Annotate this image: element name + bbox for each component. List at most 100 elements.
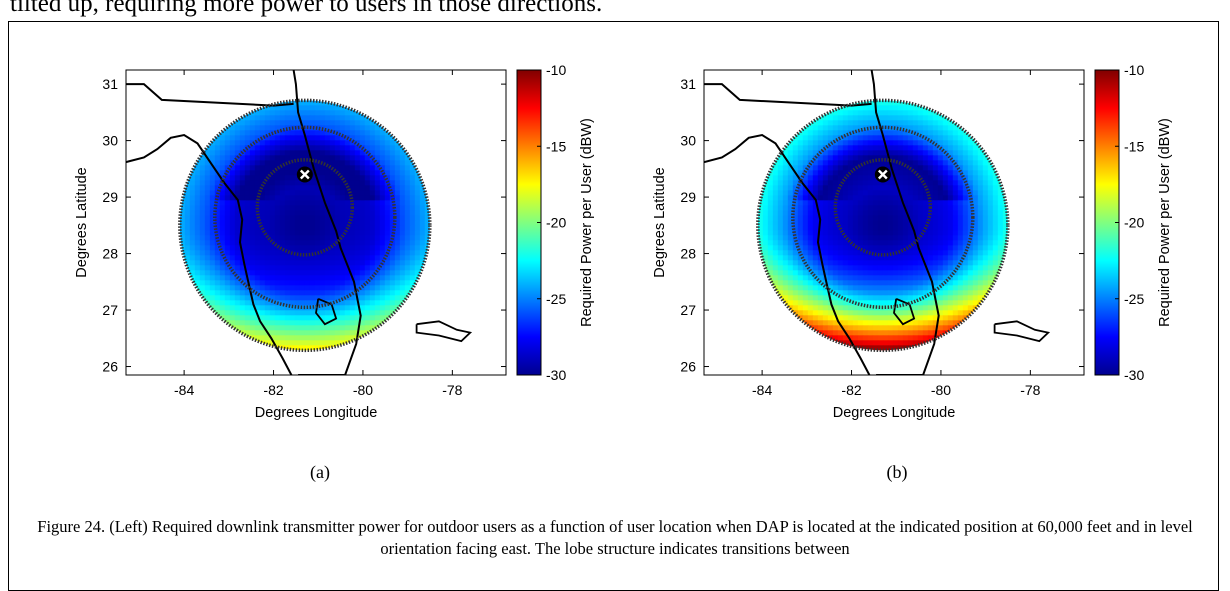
heat-cell <box>324 210 331 216</box>
heat-cell <box>264 190 271 196</box>
heat-cell <box>374 195 381 201</box>
heat-cell <box>937 240 944 246</box>
heat-cell <box>887 340 894 346</box>
heat-cell <box>757 205 764 211</box>
heat-cell <box>369 140 376 146</box>
heat-cell <box>359 295 366 301</box>
heat-cell <box>324 325 331 331</box>
heat-cell <box>762 245 769 251</box>
heat-cell <box>767 265 774 271</box>
heat-cell <box>259 335 266 341</box>
heat-cell <box>234 250 241 256</box>
heat-cell <box>877 190 884 196</box>
heat-cell <box>249 125 256 131</box>
heat-cell <box>334 260 341 266</box>
coverage-ring <box>791 125 975 310</box>
heat-cell <box>194 180 201 186</box>
heat-cell <box>344 120 351 126</box>
heat-cell <box>354 200 361 206</box>
heat-cell <box>952 245 959 251</box>
heat-cell <box>862 175 869 181</box>
heat-cell <box>777 225 784 231</box>
heat-cell <box>289 225 296 231</box>
heat-cell <box>244 235 251 241</box>
heat-cell <box>314 220 321 226</box>
heat-cell <box>907 310 914 316</box>
heat-cell <box>927 295 934 301</box>
heat-cell <box>912 225 919 231</box>
heat-cell <box>842 115 849 121</box>
heat-cell <box>339 235 346 241</box>
heat-cell <box>972 240 979 246</box>
heat-cell <box>404 160 411 166</box>
heat-cell <box>932 210 939 216</box>
heat-cell <box>349 155 356 161</box>
heat-cell <box>927 165 934 171</box>
heat-cell <box>304 100 311 106</box>
heat-cell <box>952 310 959 316</box>
heat-cell <box>244 160 251 166</box>
heat-cell <box>299 245 306 251</box>
heat-cell <box>344 280 351 286</box>
heat-cell <box>334 245 341 251</box>
heat-cell <box>932 270 939 276</box>
heat-cell <box>952 240 959 246</box>
heat-cell <box>767 225 774 231</box>
heat-cell <box>319 220 326 226</box>
heat-cell <box>922 280 929 286</box>
heat-cell <box>269 110 276 116</box>
heat-cell <box>937 225 944 231</box>
heat-cell <box>309 270 316 276</box>
heat-cell <box>299 155 306 161</box>
heat-cell <box>917 225 924 231</box>
heat-cell <box>399 155 406 161</box>
heat-cell <box>982 160 989 166</box>
heat-cell <box>852 305 859 311</box>
heat-cell <box>857 260 864 266</box>
heat-cell <box>239 275 246 281</box>
heat-cell <box>354 260 361 266</box>
heat-cell <box>967 225 974 231</box>
heat-cell <box>947 190 954 196</box>
heat-cell <box>229 235 236 241</box>
heat-cell <box>857 230 864 236</box>
heat-cell <box>767 185 774 191</box>
heat-cell <box>314 335 321 341</box>
heat-cell <box>299 100 306 106</box>
heat-cell <box>857 270 864 276</box>
heat-cell <box>782 175 789 181</box>
heat-cell <box>922 275 929 281</box>
heat-cell <box>787 210 794 216</box>
heat-cell <box>862 280 869 286</box>
heat-cell <box>842 290 849 296</box>
heat-cell <box>294 205 301 211</box>
heat-cell <box>957 250 964 256</box>
heat-cell <box>902 165 909 171</box>
heat-cell <box>857 280 864 286</box>
heat-cell <box>374 180 381 186</box>
heat-cell <box>289 260 296 266</box>
heat-cell <box>314 120 321 126</box>
heat-cell <box>852 240 859 246</box>
heat-cell <box>797 145 804 151</box>
heat-cell <box>359 150 366 156</box>
heat-cell <box>259 220 266 226</box>
heat-cell <box>857 105 864 111</box>
heat-cell <box>394 170 401 176</box>
heat-cell <box>957 235 964 241</box>
heat-cell <box>887 215 894 221</box>
heat-cell <box>364 160 371 166</box>
heat-cell <box>249 315 256 321</box>
heat-cell <box>189 270 196 276</box>
heat-cell <box>354 305 361 311</box>
heat-cell <box>254 225 261 231</box>
heat-cell <box>329 145 336 151</box>
heat-cell <box>259 270 266 276</box>
heat-cell <box>887 240 894 246</box>
heat-cell <box>324 270 331 276</box>
heat-cell <box>877 280 884 286</box>
heat-cell <box>797 165 804 171</box>
heat-cell <box>947 270 954 276</box>
heat-cell <box>807 240 814 246</box>
